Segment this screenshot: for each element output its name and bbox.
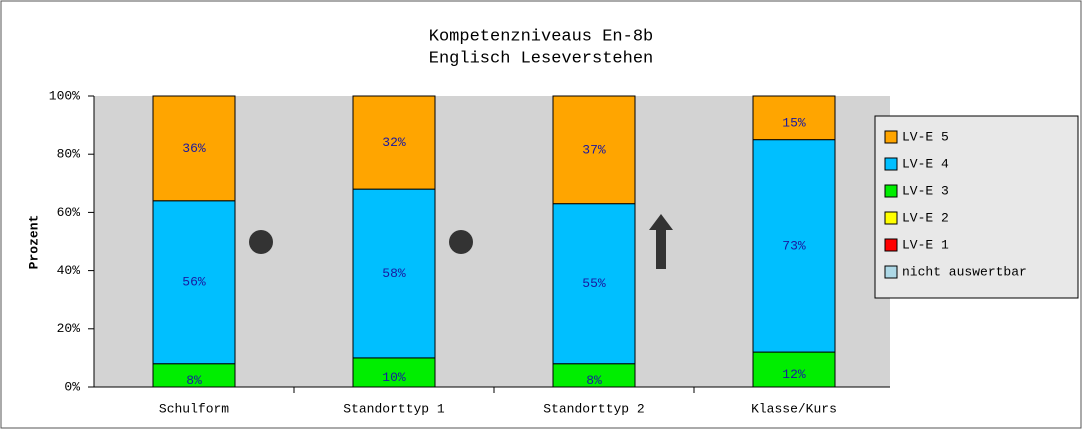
bar-segment (352, 188, 436, 359)
y-axis-label: Prozent (26, 215, 41, 270)
value-label: 58% (382, 266, 406, 281)
value-label: 8% (186, 373, 202, 388)
bar-segment (752, 351, 836, 388)
x-tick-label: Schulform (159, 401, 229, 416)
legend-swatch (884, 265, 898, 279)
legend-label: LV-E 1 (902, 237, 949, 252)
legend-swatch (884, 184, 898, 198)
legend-label: nicht auswertbar (902, 264, 1027, 279)
y-tick-label: 60% (57, 205, 81, 220)
value-label: 32% (382, 135, 406, 150)
value-label: 10% (382, 370, 406, 385)
value-label: 15% (782, 115, 806, 130)
y-tick-label: 0% (64, 379, 80, 394)
legend-label: LV-E 4 (902, 156, 949, 171)
legend-swatch (884, 130, 898, 144)
legend-swatch (884, 238, 898, 252)
value-label: 73% (782, 238, 806, 253)
value-label: 8% (586, 373, 602, 388)
value-label: 55% (582, 276, 606, 291)
bar-segment (752, 139, 836, 353)
legend-label: LV-E 5 (902, 129, 949, 144)
trend-dot (449, 230, 473, 254)
bar-segment (352, 95, 436, 190)
trend-dot (249, 230, 273, 254)
chart-subtitle: Englisch Leseverstehen (429, 49, 653, 68)
x-tick-label: Klasse/Kurs (751, 401, 837, 416)
bar-segment (752, 95, 836, 141)
y-tick-label: 20% (57, 321, 81, 336)
value-label: 36% (182, 141, 206, 156)
legend-label: LV-E 2 (902, 210, 949, 225)
value-label: 37% (582, 142, 606, 157)
legend-swatch (884, 211, 898, 225)
legend-swatch (884, 157, 898, 171)
trend-arrow (649, 214, 673, 269)
legend-label: LV-E 3 (902, 183, 949, 198)
bar-segment (152, 95, 236, 202)
x-tick-label: Standorttyp 1 (343, 401, 445, 416)
y-tick-label: 40% (57, 263, 81, 278)
value-label: 12% (782, 367, 806, 382)
x-tick-label: Standorttyp 2 (543, 401, 644, 416)
y-tick-label: 80% (57, 147, 81, 162)
bar-segment (152, 200, 236, 365)
bar-segment (552, 95, 636, 205)
legend (874, 115, 1079, 299)
value-label: 56% (182, 275, 206, 290)
y-tick-label: 100% (49, 88, 80, 103)
chart-title: Kompetenzniveaus En-8b (429, 27, 653, 46)
